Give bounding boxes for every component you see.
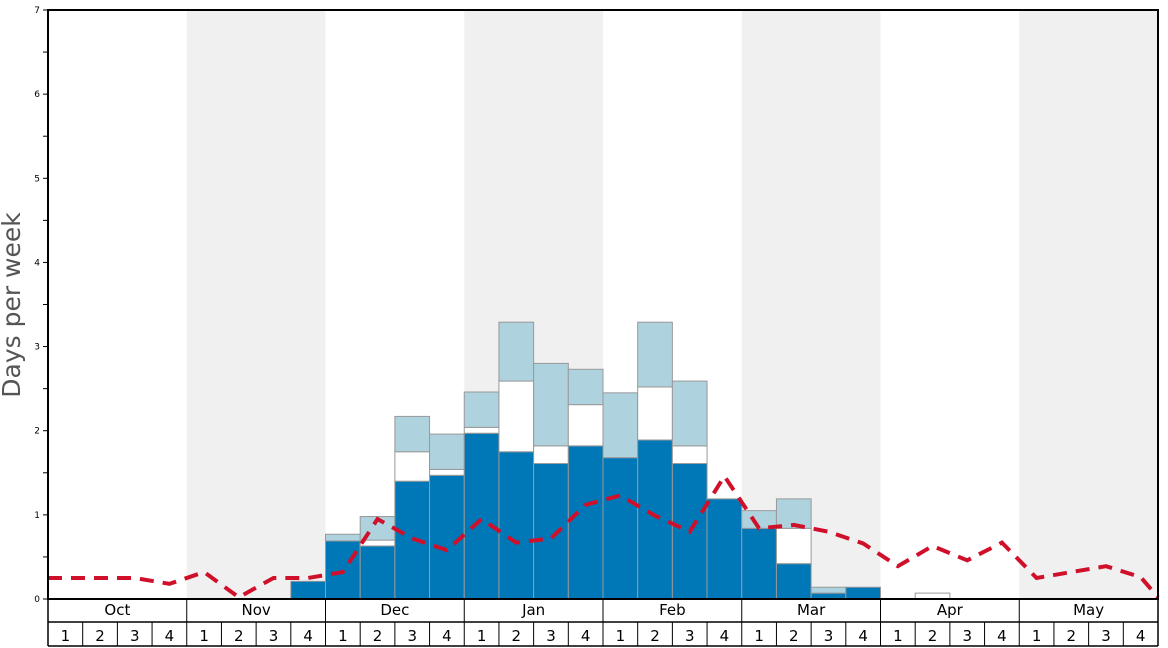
week-label: 3 [824, 627, 834, 645]
bar-segment-middle [567, 404, 604, 447]
bar-segment-bottom [567, 445, 604, 600]
week-label: 3 [685, 627, 695, 645]
week-label: 3 [962, 627, 972, 645]
week-label: 1 [477, 627, 487, 645]
bar-segment-middle [533, 445, 569, 465]
week-label: 2 [234, 627, 244, 645]
bar-segment-top [671, 380, 708, 447]
bar-segment-top [567, 368, 604, 406]
week-label: 2 [512, 627, 522, 645]
week-label: 4 [997, 627, 1007, 645]
week-label: 4 [1136, 627, 1146, 645]
month-band [186, 10, 326, 599]
week-label: 3 [269, 627, 279, 645]
month-label: Oct [104, 601, 130, 619]
month-label: May [1073, 601, 1104, 619]
bar-segment-bottom [845, 586, 881, 600]
month-label: Apr [937, 601, 964, 619]
week-label: 3 [130, 627, 140, 645]
month-label: Jan [521, 601, 545, 619]
bar-segment-middle [498, 380, 535, 453]
week-label: 1 [338, 627, 348, 645]
y-tick-label: 2 [34, 427, 40, 437]
week-label: 1 [1032, 627, 1042, 645]
month-label: Nov [241, 601, 270, 619]
week-label: 2 [95, 627, 105, 645]
week-label: 1 [754, 627, 764, 645]
bar-segment-bottom [359, 545, 396, 600]
bar-segment-middle [429, 468, 465, 476]
bar-segment-bottom [775, 563, 812, 600]
average-line-path [48, 472, 1160, 600]
bar-segment-middle [637, 386, 673, 441]
month-label: Mar [797, 601, 826, 619]
week-label: 1 [616, 627, 626, 645]
week-label: 2 [1067, 627, 1077, 645]
week-label: 4 [165, 627, 175, 645]
bar-segment-bottom [498, 451, 535, 600]
week-label: 2 [789, 627, 799, 645]
week-label: 1 [61, 627, 71, 645]
y-tick-label: 3 [34, 343, 40, 353]
bar-segment-bottom [637, 439, 673, 600]
bar-segment-middle [671, 445, 708, 465]
y-tick-label: 4 [34, 258, 40, 268]
bar-segment-middle [394, 451, 431, 482]
week-label: 3 [407, 627, 417, 645]
bar-segment-bottom [741, 527, 777, 600]
week-label: 3 [1101, 627, 1111, 645]
week-label: 2 [650, 627, 660, 645]
bar-segment-top [810, 586, 847, 594]
month-bands [186, 10, 1158, 599]
bar-segment-top [429, 433, 465, 470]
bar-segment-top [533, 362, 569, 447]
week-label: 1 [199, 627, 209, 645]
week-label: 2 [928, 627, 938, 645]
bar-segment-bottom [533, 463, 569, 600]
y-axis-label: Days per week [0, 212, 26, 398]
y-tick-label: 0 [34, 595, 40, 605]
bar-segment-bottom [463, 432, 500, 600]
month-label: Feb [659, 601, 686, 619]
week-label: 1 [893, 627, 903, 645]
y-tick-label: 1 [34, 511, 40, 521]
month-band [1019, 10, 1158, 599]
bar-segment-bottom [602, 457, 639, 600]
week-label: 4 [581, 627, 591, 645]
bar-segment-top [394, 415, 431, 453]
y-tick-label: 5 [34, 174, 40, 184]
week-label: 4 [303, 627, 313, 645]
bar-segment-bottom [290, 580, 326, 600]
y-tick-label: 7 [34, 6, 40, 16]
bar-segment-top [463, 391, 500, 428]
x-axis: Oct Nov Dec Jan Feb Mar Apr May 1 2 3 4 1 2 3 4 1 2 3 4 1 2 3 4… [47, 599, 1159, 647]
bar-segment-top [602, 392, 639, 459]
week-label: 4 [720, 627, 730, 645]
bar-segment-bottom [706, 498, 743, 600]
week-label: 4 [858, 627, 868, 645]
y-tick-label: 6 [34, 90, 40, 100]
month-label: Dec [380, 601, 409, 619]
bar-segment-middle [775, 527, 812, 565]
average-line [48, 472, 1160, 600]
week-label: 4 [442, 627, 452, 645]
bars [290, 321, 951, 600]
bar-segment-top [498, 321, 535, 382]
bar-segment-top [637, 321, 673, 388]
bar-segment-middle [463, 426, 500, 434]
week-label: 2 [373, 627, 383, 645]
week-label: 3 [546, 627, 556, 645]
bar-segment-top [325, 533, 361, 542]
